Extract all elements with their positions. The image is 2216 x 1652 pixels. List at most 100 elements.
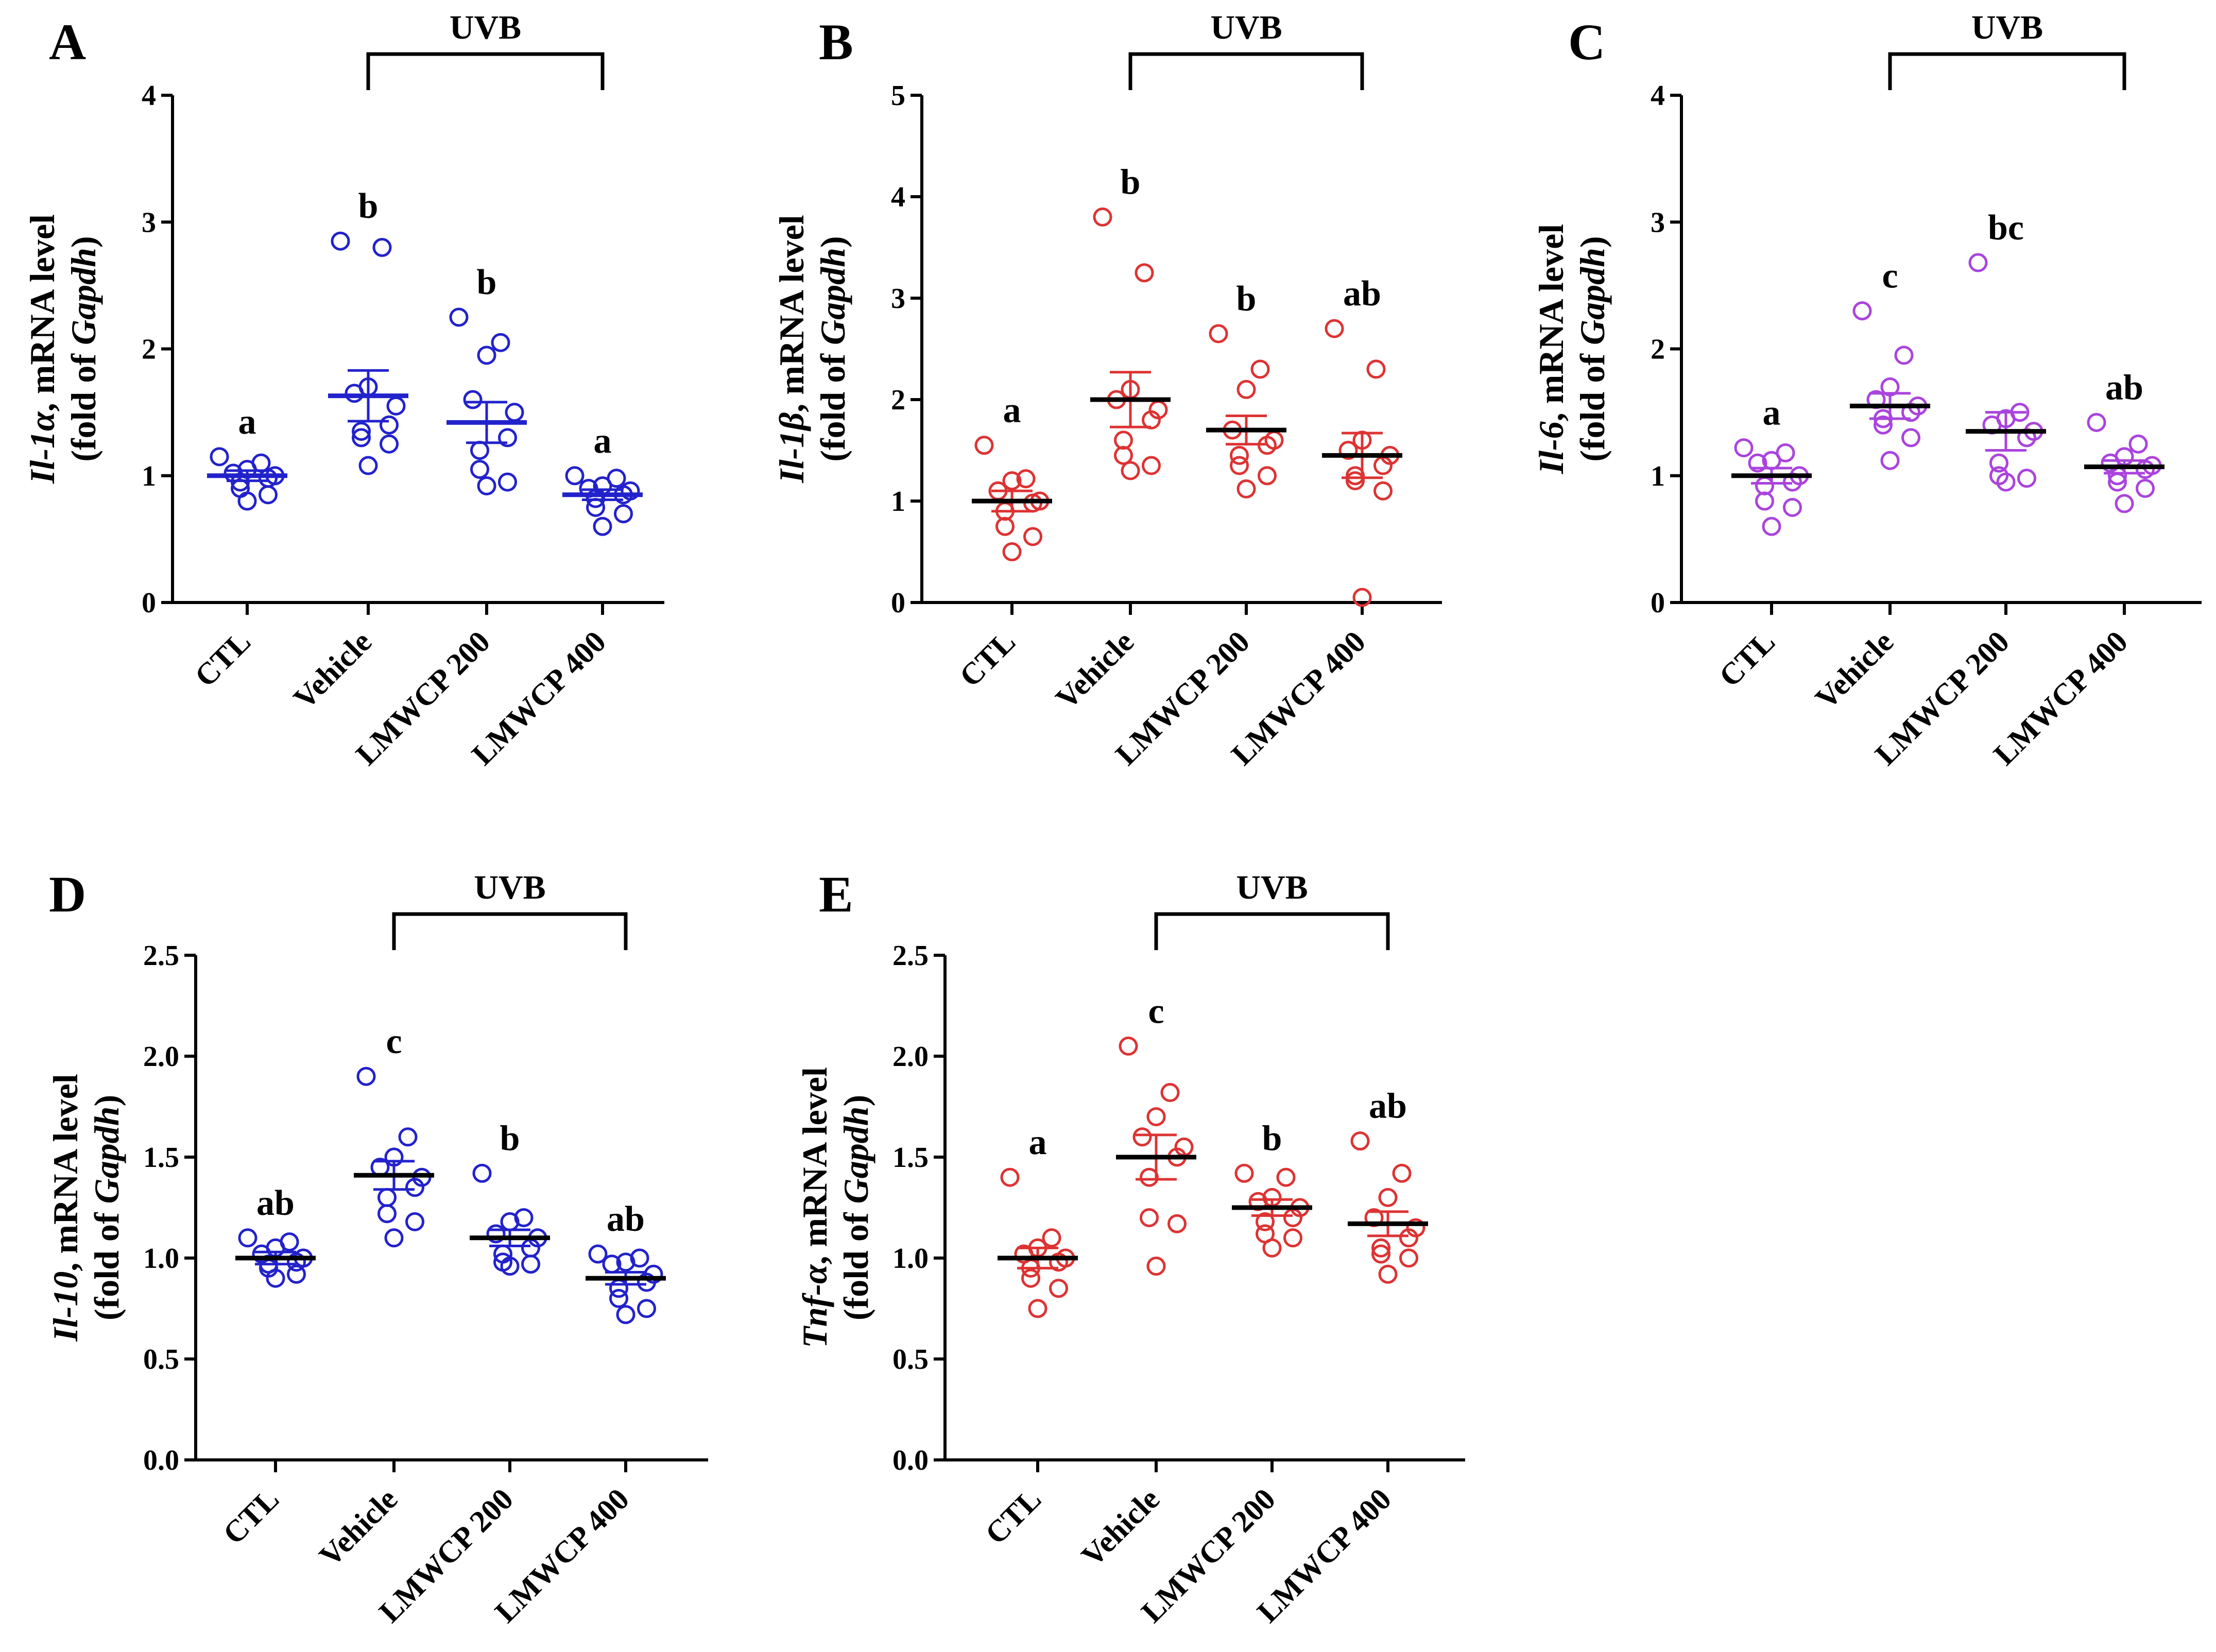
data-point [1352,588,1372,607]
y-tick-label: 4 [891,181,905,213]
y-tick-label: 3 [1651,206,1665,238]
group-lmwcp-400: a [562,421,643,536]
data-point [614,504,633,524]
y-axis-label-prefix: (fold of [813,345,852,462]
data-point [1002,471,1022,491]
y-tick-label: 2 [142,334,156,366]
significance-letter: c [386,1022,402,1061]
y-axis-label-prefix: (fold of [1573,345,1612,462]
data-point [331,231,350,251]
data-point [1135,263,1154,283]
data-point [505,403,524,422]
data-point [593,517,612,536]
y-axis-label-norm-gene: Gapdh [1573,248,1612,345]
data-point [287,1264,306,1284]
y-axis-label-close: ) [64,236,103,248]
data-point [1132,1127,1152,1147]
significance-letter: c [1148,991,1164,1031]
uvb-label: UVB [1236,869,1308,906]
data-point [1392,1163,1412,1183]
data-point [1371,1244,1390,1264]
y-axis-label-close: ) [87,1095,126,1107]
y-tick-label: 1 [891,486,905,518]
data-point [1894,346,1914,365]
data-point [398,1127,418,1147]
y-tick-label: 0.0 [143,1444,179,1476]
data-point [356,1066,376,1086]
group-vehicle: b [328,186,408,475]
group-lmwcp-200: b [1232,1118,1312,1258]
group-vehicle: b [1090,162,1171,480]
data-point [1093,207,1112,227]
data-point [588,1244,608,1264]
y-axis-label-gene: Il-1α [23,411,62,484]
group-ctl: a [972,391,1052,561]
data-point [1160,1083,1180,1103]
y-axis-label-suffix: , mRNA level [795,1067,834,1264]
significance-letter: a [1763,393,1781,433]
y-tick-label: 2.5 [143,940,179,972]
data-point [1042,1228,1061,1248]
panel-letter: D [49,866,86,923]
data-point [266,1268,285,1288]
data-point [1146,1107,1166,1127]
data-point [372,238,392,257]
data-point [491,333,510,352]
data-point [1968,253,1988,272]
uvb-bracket [1154,912,1390,950]
y-axis-label-line2: (fold of Gapdh) [87,1095,126,1320]
y-tick-label: 0 [1651,587,1665,619]
significance-letter: a [1003,391,1021,431]
data-point [1256,1212,1275,1231]
data-point [500,1257,520,1276]
data-point [477,476,496,495]
data-point [1852,301,1872,321]
significance-letter: b [500,1118,520,1158]
group-lmwcp-200: b [446,263,527,495]
significance-letter: a [238,402,256,442]
group-lmwcp-400: ab [1348,1087,1428,1284]
y-axis-label-gene: Il-6 [1532,421,1571,474]
data-point [2087,412,2106,432]
data-point [470,459,489,479]
data-point [609,1288,628,1308]
panel-letter: A [49,13,86,71]
uvb-bracket [366,52,605,90]
y-tick-label: 2.0 [892,1041,929,1073]
data-point [2136,459,2155,479]
group-lmwcp-400: ab [2084,368,2165,513]
x-category-label: Vehicle [313,1482,404,1573]
data-point [1762,517,1781,536]
data-point [210,447,229,467]
data-point [345,384,364,403]
group-lmwcp-400: ab [1322,274,1402,607]
data-point [1378,1188,1398,1207]
data-point [380,434,399,454]
group-lmwcp-400: ab [586,1199,666,1324]
significance-letter: b [1236,279,1257,319]
data-point [1142,456,1161,475]
data-point [1140,1208,1159,1228]
data-point [637,1272,656,1292]
uvb-bracket [1128,52,1364,90]
x-category-label: CTL [216,1482,285,1551]
data-point [1734,438,1754,458]
y-axis-label-suffix: , mRNA level [46,1074,85,1271]
data-point [405,1212,424,1231]
data-point [1016,469,1036,489]
data-point [1276,1167,1296,1187]
y-axis-label-norm-gene: Gapdh [64,248,103,345]
data-point [637,1299,656,1318]
significance-letter: c [1882,256,1898,296]
data-point [1874,415,1893,435]
x-category-label: CTL [188,625,257,694]
data-point [1346,471,1365,491]
x-category-label: Vehicle [1075,1482,1166,1573]
y-axis-label-close: ) [1573,236,1612,248]
y-axis-label-gene: Il-10 [46,1271,85,1342]
data-point [498,472,517,492]
y-tick-label: 2 [891,384,905,416]
y-axis-label-gene: Tnf-α [795,1264,834,1348]
y-tick-label: 1 [1651,460,1665,492]
